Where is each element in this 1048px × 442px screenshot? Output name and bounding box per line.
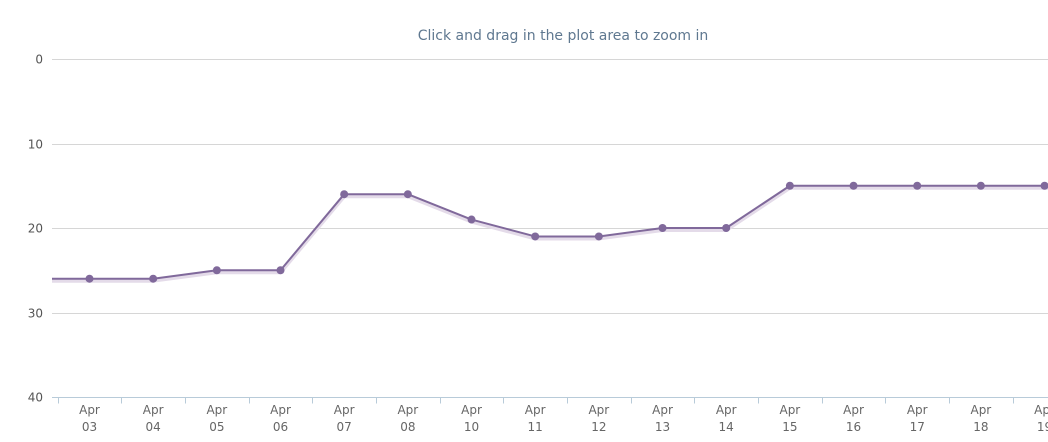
- data-point-apr-03[interactable]: [85, 274, 94, 283]
- x-tick-label: Apr19: [1034, 403, 1048, 434]
- data-point-apr-11[interactable]: [531, 232, 540, 241]
- y-tick-label-0: 0: [35, 53, 43, 67]
- data-point-apr-15[interactable]: [785, 181, 794, 190]
- x-tick-label: Apr 16: [843, 403, 864, 434]
- data-point-apr-07[interactable]: [340, 190, 349, 199]
- x-tick-label: Apr 05: [206, 403, 227, 434]
- x-tick-label: Apr 07: [334, 403, 355, 434]
- x-tick-label: Apr 03: [79, 403, 100, 434]
- y-tick-label-10: 10: [28, 138, 43, 152]
- data-point-apr-06[interactable]: [276, 266, 285, 275]
- data-point-apr-10[interactable]: [467, 215, 476, 224]
- x-tick-label: Apr 04: [143, 403, 164, 434]
- y-axis-labels: 0 10 20 30 40: [28, 53, 43, 405]
- data-point-apr-04[interactable]: [149, 274, 158, 283]
- x-tick-label: Apr 15: [779, 403, 800, 434]
- x-tick-label: Apr 10: [461, 403, 482, 434]
- data-point-apr-14[interactable]: [722, 224, 731, 232]
- x-axis: Apr 03 Apr 04 Apr 05 Apr 06 Apr 07 Apr 08 Apr 10 Apr 11…: [52, 397, 1048, 434]
- x-tick-label: Apr 14: [716, 403, 737, 434]
- data-point-apr-12[interactable]: [594, 232, 603, 241]
- y-tick-label-30: 30: [28, 307, 43, 321]
- x-tick-label: Apr 17: [907, 403, 928, 434]
- y-tick-label-40: 40: [28, 391, 43, 405]
- x-tick-label: Apr 13: [652, 403, 673, 434]
- grid-lines: [52, 59, 1048, 314]
- data-point-apr-18[interactable]: [976, 181, 985, 190]
- x-tick-label: Apr 08: [397, 403, 418, 434]
- series-layer[interactable]: [52, 181, 1048, 283]
- chart-subtitle: Click and drag in the plot area to zoom …: [418, 28, 709, 44]
- x-tick-label: Apr 11: [525, 403, 546, 434]
- y-tick-label-20: 20: [28, 222, 43, 236]
- data-point-apr-19[interactable]: [1040, 181, 1048, 190]
- series-line-shadow: [52, 185, 1048, 283]
- series-line[interactable]: [52, 184, 1048, 280]
- x-tick-label: Apr 06: [270, 403, 291, 434]
- data-point-apr-13[interactable]: [658, 224, 667, 232]
- data-point-apr-08[interactable]: [403, 190, 412, 199]
- data-point-apr-16[interactable]: [849, 181, 858, 190]
- x-tick-label: Apr 18: [970, 403, 991, 434]
- x-tick-label: Apr 12: [588, 403, 609, 434]
- data-point-apr-05[interactable]: [212, 266, 221, 275]
- data-point-apr-17[interactable]: [913, 181, 922, 190]
